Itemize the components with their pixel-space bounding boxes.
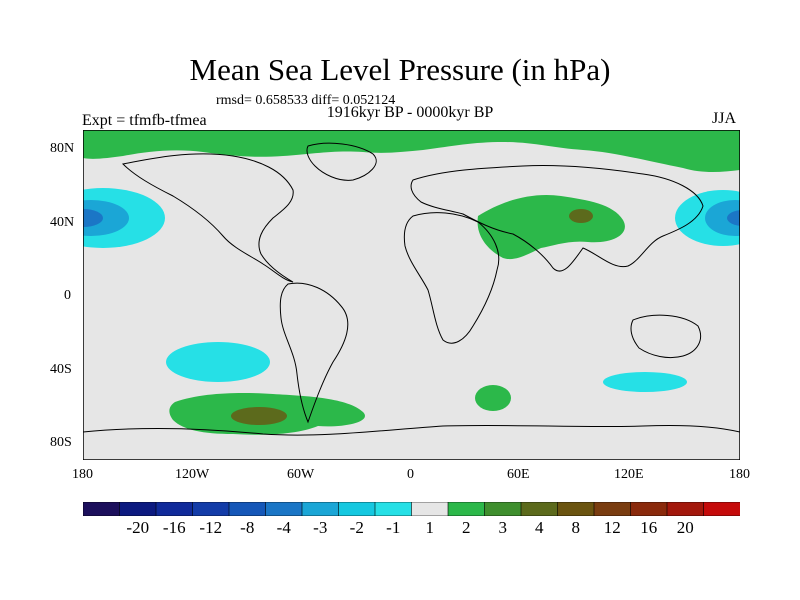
chart-title: Mean Sea Level Pressure (in hPa) bbox=[189, 52, 611, 87]
period-label: 1916kyr BP - 0000kyr BP bbox=[326, 104, 494, 121]
colorbar-label-7: -1 bbox=[386, 518, 401, 537]
antarctica-outline bbox=[83, 424, 740, 436]
eurasia-outline bbox=[410, 164, 704, 272]
colorbar-swatch-9 bbox=[411, 502, 449, 516]
colorbar-label-5: -3 bbox=[313, 518, 328, 537]
lon-label-120e: 120E bbox=[614, 467, 644, 482]
arctic-high-region bbox=[83, 130, 740, 172]
colorbar-swatch-8 bbox=[374, 502, 413, 516]
colorbar-swatch-5 bbox=[265, 502, 303, 516]
colorbar-swatch-14 bbox=[593, 502, 632, 516]
north-pacific-low-west-core bbox=[83, 209, 103, 227]
colorbar-label-1: -16 bbox=[162, 518, 186, 537]
north-pacific-low-east-mid bbox=[705, 200, 740, 236]
colorbar-swatch-17 bbox=[703, 502, 740, 516]
colorbar-swatch-1 bbox=[119, 502, 157, 516]
colorbar-label-2: -12 bbox=[199, 518, 223, 537]
colorbar-swatch-15 bbox=[630, 502, 668, 516]
coastlines bbox=[83, 142, 740, 436]
season-label: JJA bbox=[712, 110, 737, 127]
colorbar-swatch-10 bbox=[447, 502, 486, 516]
colorbar-label-4: -4 bbox=[276, 518, 291, 537]
colorbar-swatch-6 bbox=[301, 502, 340, 516]
south-australia-low bbox=[603, 372, 687, 392]
lon-label-180w: 180 bbox=[72, 467, 93, 482]
colorbar-swatch-16 bbox=[666, 502, 705, 516]
lon-label-0: 0 bbox=[407, 467, 414, 482]
colorbar-label-14: 16 bbox=[640, 518, 658, 537]
colorbar-label-12: 8 bbox=[571, 518, 581, 537]
greenland-outline bbox=[306, 142, 377, 181]
south-pacific-low bbox=[166, 342, 270, 382]
colorbar-label-11: 4 bbox=[535, 518, 544, 537]
colorbar-swatch-2 bbox=[155, 502, 194, 516]
colorbar-label-0: -20 bbox=[126, 518, 150, 537]
lat-label-40n: 40N bbox=[50, 215, 75, 230]
lat-label-0: 0 bbox=[64, 288, 71, 303]
colorbar-swatch-11 bbox=[484, 502, 522, 516]
lon-label-180e: 180 bbox=[729, 467, 750, 482]
colorbar-label-6: -2 bbox=[349, 518, 364, 537]
lat-label-40s: 40S bbox=[50, 362, 72, 377]
south-indian-high-region bbox=[475, 385, 511, 411]
lon-label-120w: 120W bbox=[175, 467, 210, 482]
lat-label-80n: 80N bbox=[50, 141, 75, 156]
colorbar-swatch-4 bbox=[228, 502, 267, 516]
colorbar-label-15: 20 bbox=[676, 518, 694, 537]
south-pacific-high-core bbox=[231, 407, 287, 425]
africa-outline bbox=[403, 212, 500, 344]
colorbar-swatch-3 bbox=[192, 502, 230, 516]
north-america-outline bbox=[121, 153, 294, 283]
lon-label-60e: 60E bbox=[507, 467, 530, 482]
experiment-label: Expt = tfmfb-tfmea bbox=[82, 112, 207, 129]
colorbar-label-10: 3 bbox=[498, 518, 508, 537]
map-plot bbox=[83, 130, 740, 460]
colorbar-label-3: -8 bbox=[240, 518, 255, 537]
lon-label-60w: 60W bbox=[287, 467, 315, 482]
colorbar-swatch-13 bbox=[557, 502, 595, 516]
colorbar-label-8: 1 bbox=[425, 518, 435, 537]
north-pacific-low-west-mid bbox=[83, 200, 129, 236]
asia-high-core bbox=[569, 209, 593, 223]
colorbar-label-9: 2 bbox=[462, 518, 471, 537]
colorbar bbox=[83, 502, 740, 516]
colorbar-swatch-7 bbox=[338, 502, 376, 516]
colorbar-swatch-12 bbox=[520, 502, 559, 516]
colorbar-label-13: 12 bbox=[603, 518, 621, 537]
south-america-outline bbox=[279, 282, 349, 424]
australia-outline bbox=[630, 314, 702, 359]
stats-line: rmsd= 0.658533 diff= 0.052124 bbox=[216, 93, 396, 108]
north-pacific-low-east-core bbox=[727, 210, 740, 226]
lat-label-80s: 80S bbox=[50, 435, 72, 450]
colorbar-swatch-0 bbox=[83, 502, 121, 516]
